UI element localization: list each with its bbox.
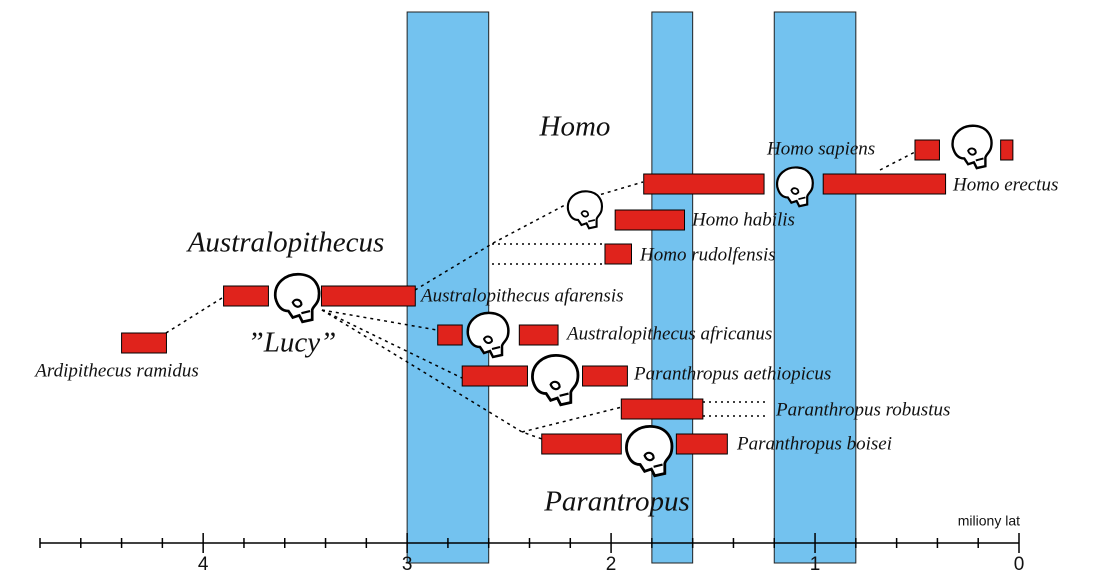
skull-icon: [568, 191, 602, 228]
range-bar: [542, 434, 622, 454]
dotted-line: [492, 244, 605, 264]
tick-label: 0: [1014, 554, 1025, 574]
dotted-line: [703, 402, 765, 416]
band: [652, 12, 693, 563]
species-label: Homo rudolfensis: [639, 244, 776, 265]
species-label: Homo erectus: [952, 174, 1058, 195]
range-bar: [823, 174, 945, 194]
group-label: Parantropus: [543, 486, 690, 518]
lineage-line: [166, 298, 222, 333]
species-label: Ardipithecus ramidus: [33, 360, 198, 381]
range-bar: [1001, 140, 1013, 160]
species-label: Homo sapiens: [766, 138, 875, 159]
range-bar: [915, 140, 939, 160]
tick-label: 2: [606, 554, 617, 574]
tick-label: 4: [198, 554, 209, 574]
skull-icon: [626, 426, 671, 475]
axis: 4 3 2 1 0: [40, 533, 1024, 574]
range-bar: [605, 244, 632, 264]
species-label: Paranthropus aethiopicus: [633, 363, 831, 384]
lineage-line: [880, 152, 915, 170]
range-bar: [224, 286, 269, 306]
tick-label: 3: [402, 554, 413, 574]
range-bar: [621, 399, 703, 419]
species-label: Paranthropus robustus: [775, 399, 950, 420]
range-bar: [438, 325, 462, 345]
lineage-line: [522, 407, 622, 432]
range-bar: [462, 366, 527, 386]
range-bar: [615, 210, 684, 230]
skull-icon: [532, 355, 577, 404]
range-bar: [676, 434, 727, 454]
species-label: Paranthropus boisei: [736, 433, 892, 454]
skull-icon: [275, 274, 319, 322]
group-label: ”Lucy”: [248, 327, 337, 359]
range-bar: [519, 325, 558, 345]
tick-label: 1: [810, 554, 821, 574]
species-label: Australopithecus africanus: [565, 323, 772, 344]
band: [774, 12, 856, 563]
species-label: Homo habilis: [691, 209, 795, 230]
range-bar: [122, 333, 167, 353]
group-label: Homo: [539, 111, 611, 143]
range-bar: [321, 286, 415, 306]
species-label: Australopithecus afarensis: [419, 285, 624, 306]
labels: Homo Australopithecus ”Lucy” Parantropus…: [33, 111, 1058, 529]
evolution-diagram: Homo Australopithecus ”Lucy” Parantropus…: [0, 0, 1096, 574]
range-bar: [583, 366, 628, 386]
group-label: Australopithecus: [186, 227, 385, 259]
axis-label: miliony lat: [958, 513, 1020, 529]
range-bar: [644, 174, 764, 194]
skull-icon: [953, 126, 992, 168]
